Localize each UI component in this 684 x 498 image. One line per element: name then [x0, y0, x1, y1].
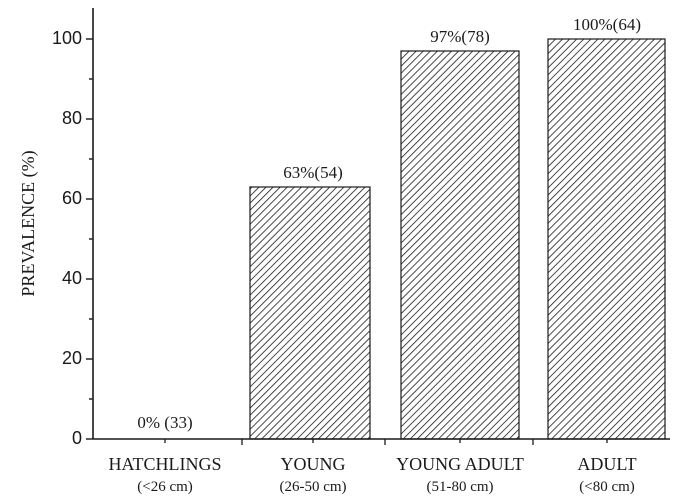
- data-label-0: 0% (33): [137, 413, 192, 432]
- y-tick-label-100: 100: [52, 28, 82, 48]
- x-tick-sublabel-0: (<26 cm): [137, 479, 193, 495]
- data-label-1: 63%(54): [283, 163, 342, 182]
- x-tick-label-1: YOUNG: [281, 454, 346, 474]
- y-tick-label-0: 0: [72, 428, 82, 448]
- bars-group: 0% (33) 63%(54) 97%(78) 100%(64): [137, 15, 666, 440]
- x-tick-label-2: YOUNG ADULT: [396, 454, 524, 474]
- data-label-2: 97%(78): [430, 27, 489, 46]
- bar-3: [547, 38, 666, 440]
- x-tick-label-3: ADULT: [577, 454, 636, 474]
- data-label-3: 100%(64): [573, 15, 641, 34]
- x-tick-sublabel-2: (51-80 cm): [426, 479, 493, 495]
- y-tick-label-60: 60: [62, 188, 82, 208]
- axes-group: HATCHLINGS (<26 cm) YOUNG (26-50 cm) YOUNG A…: [52, 8, 670, 495]
- y-tick-label-40: 40: [62, 268, 82, 288]
- bar-1: [249, 186, 371, 440]
- x-tick-sublabel-3: (<80 cm): [579, 479, 635, 495]
- y-axis-title: PREVALENCE (%): [18, 150, 39, 296]
- x-tick-sublabel-1: (26-50 cm): [279, 479, 346, 495]
- y-tick-label-20: 20: [62, 348, 82, 368]
- y-tick-label-80: 80: [62, 108, 82, 128]
- bar-2: [400, 50, 520, 440]
- x-tick-label-0: HATCHLINGS: [108, 454, 221, 474]
